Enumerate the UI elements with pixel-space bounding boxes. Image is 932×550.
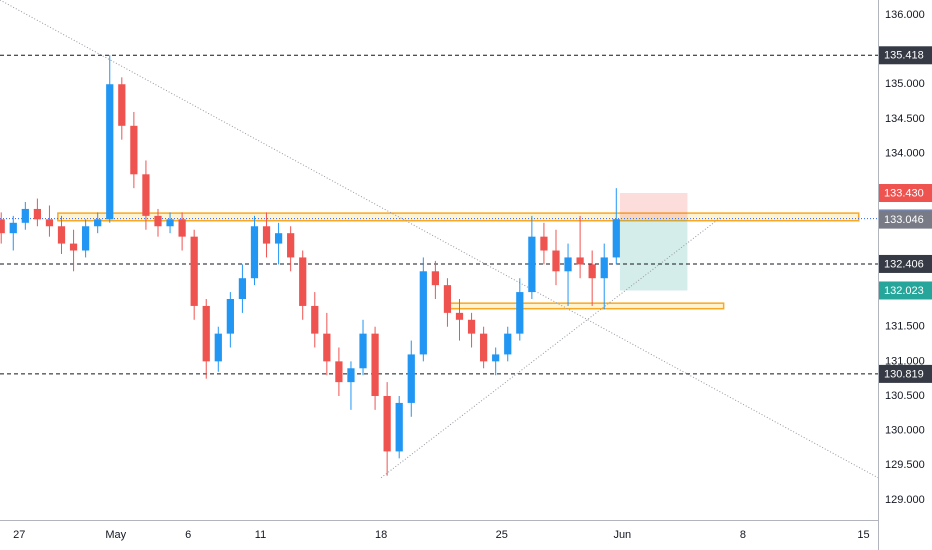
target-zone bbox=[619, 218, 688, 291]
candle-body bbox=[600, 257, 608, 279]
y-tick-label: 130.500 bbox=[885, 390, 925, 402]
candle-body bbox=[576, 257, 584, 265]
plot-area bbox=[0, 0, 879, 479]
candle-body bbox=[202, 305, 210, 362]
candle-body bbox=[347, 368, 355, 383]
x-tick-label: 25 bbox=[496, 529, 508, 541]
candle-body bbox=[69, 243, 78, 251]
price-label-box bbox=[879, 184, 932, 203]
candle-body bbox=[130, 125, 138, 175]
candle-body bbox=[274, 233, 283, 244]
candle-body bbox=[540, 236, 548, 251]
candle-body bbox=[166, 219, 174, 227]
price-label: 132.023 bbox=[884, 285, 924, 297]
candle-body bbox=[516, 292, 524, 334]
price-label: 130.819 bbox=[884, 368, 924, 380]
y-tick-label: 130.000 bbox=[885, 425, 925, 437]
y-tick-label: 134.000 bbox=[885, 147, 925, 159]
price-label-box bbox=[879, 210, 932, 229]
y-tick-label: 131.000 bbox=[885, 355, 925, 367]
y-tick-label: 134.500 bbox=[885, 113, 925, 125]
x-tick-label: 15 bbox=[857, 529, 869, 541]
candle-body bbox=[371, 333, 379, 396]
price-label: 135.418 bbox=[884, 50, 924, 62]
candle-body bbox=[238, 278, 247, 300]
candle-body bbox=[492, 354, 500, 362]
candle-body bbox=[287, 233, 295, 258]
trendline bbox=[380, 217, 721, 479]
x-tick-label: 27 bbox=[13, 529, 25, 541]
price-label-box bbox=[879, 46, 932, 65]
candle-body bbox=[82, 226, 90, 251]
candle-body bbox=[9, 222, 17, 234]
candle-body bbox=[178, 219, 186, 237]
candle-body bbox=[552, 250, 560, 272]
candle-body bbox=[45, 219, 54, 227]
candle-body bbox=[299, 257, 307, 306]
y-tick-label: 131.500 bbox=[885, 321, 925, 333]
candle-body bbox=[154, 215, 162, 227]
price-label: 133.430 bbox=[884, 187, 924, 199]
candle-body bbox=[57, 226, 66, 244]
candle-body bbox=[395, 402, 403, 452]
x-tick-label: Jun bbox=[613, 529, 631, 541]
x-tick-label: 6 bbox=[185, 529, 191, 541]
candle-body bbox=[528, 236, 536, 293]
price-label-box bbox=[879, 364, 932, 383]
candle-body bbox=[455, 312, 464, 320]
zone bbox=[446, 302, 725, 310]
y-tick-label: 135.000 bbox=[885, 78, 925, 90]
candle-body bbox=[564, 257, 572, 272]
candle-body bbox=[226, 299, 234, 334]
candle-body bbox=[588, 264, 596, 279]
zone bbox=[57, 212, 860, 222]
candle-body bbox=[612, 219, 620, 258]
candle-body bbox=[467, 319, 476, 334]
candle-body bbox=[214, 333, 222, 362]
candle-body bbox=[443, 285, 452, 313]
candle-body bbox=[504, 333, 512, 355]
candle-body bbox=[118, 84, 126, 126]
candle-body bbox=[21, 208, 29, 223]
price-label: 133.046 bbox=[884, 214, 924, 226]
price-label: 132.406 bbox=[884, 258, 924, 270]
candle-body bbox=[359, 333, 367, 369]
candle-body bbox=[250, 226, 259, 279]
y-tick-label: 129.500 bbox=[885, 459, 925, 471]
candle-body bbox=[323, 333, 331, 362]
candle-body bbox=[431, 271, 439, 286]
candle-body bbox=[311, 305, 319, 334]
candle-body bbox=[407, 354, 415, 403]
candle-body bbox=[262, 226, 271, 244]
y-tick-label: 136.000 bbox=[885, 9, 925, 21]
price-label-box bbox=[879, 254, 932, 273]
candle-body bbox=[142, 174, 150, 216]
candle-body bbox=[94, 219, 102, 227]
candle-body bbox=[335, 361, 343, 383]
candle-body bbox=[383, 395, 391, 452]
candle-body bbox=[0, 219, 5, 234]
y-tick-label: 129.000 bbox=[885, 494, 925, 506]
x-tick-label: 18 bbox=[375, 529, 387, 541]
candle-body bbox=[419, 271, 427, 355]
candle-body bbox=[33, 208, 42, 220]
candle-body bbox=[190, 236, 198, 306]
x-tick-label: May bbox=[105, 529, 126, 541]
x-tick-label: 11 bbox=[255, 529, 266, 541]
price-label-box bbox=[879, 281, 932, 300]
stop-zone bbox=[619, 193, 688, 219]
candle-body bbox=[480, 333, 488, 362]
x-tick-label: 8 bbox=[740, 529, 746, 541]
candle-body bbox=[106, 84, 114, 220]
